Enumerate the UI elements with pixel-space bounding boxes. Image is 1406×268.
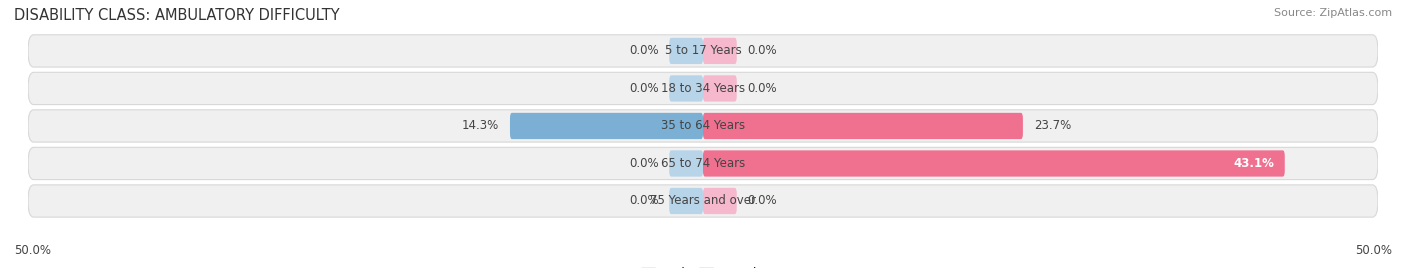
Text: 0.0%: 0.0%: [628, 195, 658, 207]
Text: 65 to 74 Years: 65 to 74 Years: [661, 157, 745, 170]
Text: 0.0%: 0.0%: [628, 82, 658, 95]
Text: 0.0%: 0.0%: [628, 157, 658, 170]
FancyBboxPatch shape: [669, 188, 703, 214]
FancyBboxPatch shape: [703, 188, 737, 214]
Text: 0.0%: 0.0%: [748, 82, 778, 95]
Text: 23.7%: 23.7%: [1033, 120, 1071, 132]
FancyBboxPatch shape: [669, 150, 703, 177]
FancyBboxPatch shape: [703, 38, 737, 64]
FancyBboxPatch shape: [28, 147, 1378, 180]
FancyBboxPatch shape: [28, 35, 1378, 67]
Text: 50.0%: 50.0%: [1355, 244, 1392, 257]
FancyBboxPatch shape: [28, 110, 1378, 142]
FancyBboxPatch shape: [703, 113, 1024, 139]
FancyBboxPatch shape: [703, 75, 737, 102]
Text: 75 Years and over: 75 Years and over: [650, 195, 756, 207]
Text: 0.0%: 0.0%: [748, 44, 778, 57]
Text: 0.0%: 0.0%: [628, 44, 658, 57]
Legend: Male, Female: Male, Female: [637, 263, 769, 268]
Text: 14.3%: 14.3%: [463, 120, 499, 132]
Text: 18 to 34 Years: 18 to 34 Years: [661, 82, 745, 95]
Text: DISABILITY CLASS: AMBULATORY DIFFICULTY: DISABILITY CLASS: AMBULATORY DIFFICULTY: [14, 8, 340, 23]
FancyBboxPatch shape: [669, 38, 703, 64]
Text: 43.1%: 43.1%: [1233, 157, 1274, 170]
FancyBboxPatch shape: [28, 185, 1378, 217]
Text: Source: ZipAtlas.com: Source: ZipAtlas.com: [1274, 8, 1392, 18]
Text: 35 to 64 Years: 35 to 64 Years: [661, 120, 745, 132]
FancyBboxPatch shape: [28, 72, 1378, 105]
Text: 5 to 17 Years: 5 to 17 Years: [665, 44, 741, 57]
FancyBboxPatch shape: [510, 113, 703, 139]
FancyBboxPatch shape: [669, 75, 703, 102]
FancyBboxPatch shape: [703, 150, 1285, 177]
Text: 0.0%: 0.0%: [748, 195, 778, 207]
Text: 50.0%: 50.0%: [14, 244, 51, 257]
